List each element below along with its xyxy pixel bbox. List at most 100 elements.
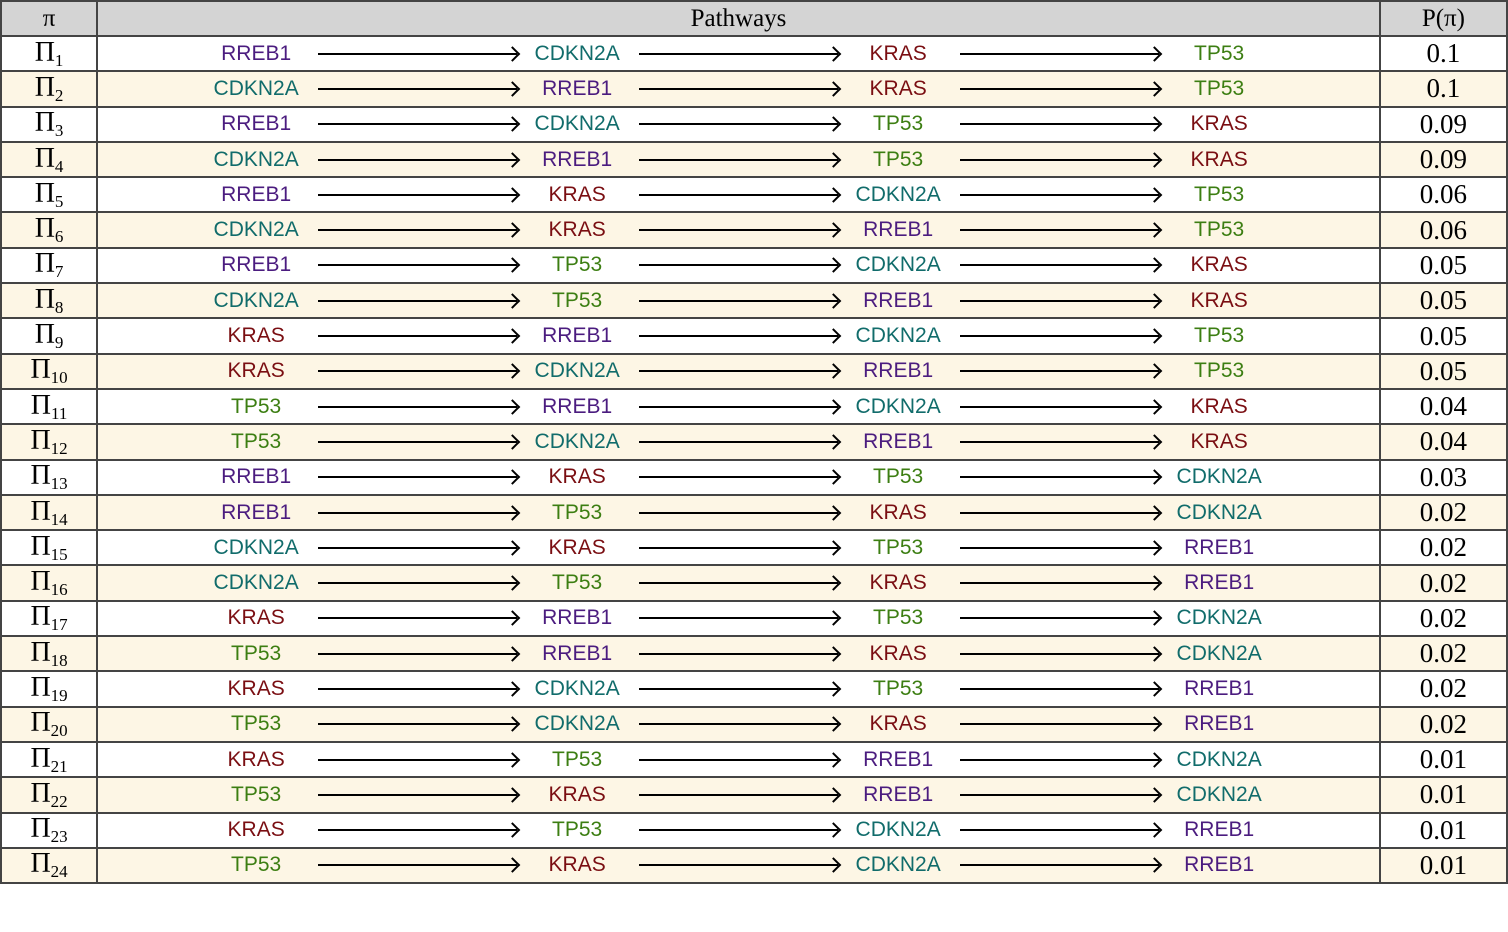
probability-cell: 0.1 [1378,70,1508,108]
pathway-symbol: Π [30,671,51,703]
arrow-right-icon [960,52,1160,55]
gene-4: RREB1 [1184,818,1255,842]
pathway-sequence: TP53 KRAS CDKN2A RREB1 [98,849,1379,882]
table-row: Π18 TP53 RREB1 KRAS CDKN2A 0.02 [0,635,1508,673]
gene-3: KRAS [869,641,927,665]
gene-1: RREB1 [221,182,292,206]
arrow-right-icon [639,87,839,90]
pathway-cell: TP53 KRAS RREB1 CDKN2A [96,776,1381,814]
pathway-id-cell: Π9 [0,317,99,355]
arrow-right-icon [639,687,839,690]
arrow-right-icon [960,264,1160,267]
table-row: Π8 CDKN2A TP53 RREB1 KRAS 0.05 [0,282,1508,320]
pathway-cell: TP53 RREB1 KRAS CDKN2A [96,635,1381,673]
gene-1: KRAS [227,606,285,630]
gene-2: RREB1 [542,76,613,100]
arrow-right-icon [639,158,839,161]
pathway-symbol: Π [34,213,55,245]
gene-3: TP53 [873,147,924,171]
pathway-sequence: TP53 KRAS RREB1 CDKN2A [98,778,1379,811]
table-row: Π24 TP53 KRAS CDKN2A RREB1 0.01 [0,846,1508,885]
pathway-id-cell: Π1 [0,34,99,73]
pathway-symbol: Π [30,813,51,845]
arrow-right-icon [960,652,1160,655]
pathway-symbol: Π [34,177,55,209]
pathway-id-cell: Π2 [0,70,99,108]
pathway-cell: CDKN2A RREB1 TP53 KRAS [96,140,1381,179]
probability-cell: 0.01 [1378,811,1508,849]
pathway-symbol: Π [30,601,51,633]
gene-3: TP53 [873,676,924,700]
table-row: Π6 CDKN2A KRAS RREB1 TP53 0.06 [0,211,1508,249]
pathway-cell: CDKN2A RREB1 KRAS TP53 [96,70,1381,108]
gene-4: RREB1 [1184,712,1255,736]
pathway-id-cell: Π5 [0,176,99,214]
pathway-index: 4 [54,156,64,176]
pathway-symbol: Π [30,566,51,598]
gene-4: RREB1 [1184,535,1255,559]
pathway-symbol: Π [34,36,55,68]
pathway-index: 9 [54,333,64,353]
pathway-sequence: RREB1 TP53 KRAS CDKN2A [98,496,1379,529]
arrow-right-icon [960,229,1160,232]
arrow-right-icon [960,123,1160,126]
table-row: Π3 RREB1 CDKN2A TP53 KRAS 0.09 [0,105,1508,143]
gene-1: RREB1 [221,465,292,489]
arrow-right-icon [318,793,518,796]
arrow-right-icon [318,158,518,161]
gene-4: CDKN2A [1176,782,1262,806]
gene-4: TP53 [1194,41,1245,65]
arrow-right-icon [960,793,1160,796]
pathway-symbol: Π [30,530,51,562]
gene-2: KRAS [548,182,606,206]
gene-2: CDKN2A [534,712,620,736]
pathway-cell: KRAS TP53 CDKN2A RREB1 [96,811,1381,849]
table-row: Π2 CDKN2A RREB1 KRAS TP53 0.1 [0,70,1508,108]
pathways-table: π Pathways P(π) Π1 RREB1 CDKN2A KRAS TP5… [0,0,1508,884]
table-body: Π1 RREB1 CDKN2A KRAS TP53 0.1 Π2 CDKN2A … [0,34,1508,885]
probability-cell: 0.01 [1378,740,1508,779]
arrow-right-icon [960,193,1160,196]
gene-1: RREB1 [221,253,292,277]
gene-4: TP53 [1194,76,1245,100]
gene-1: CDKN2A [213,76,299,100]
pathway-cell: RREB1 CDKN2A TP53 KRAS [96,105,1381,143]
pathway-id-cell: Π16 [0,564,99,602]
table-row: Π20 TP53 CDKN2A KRAS RREB1 0.02 [0,705,1508,743]
gene-2: RREB1 [542,394,613,418]
gene-4: CDKN2A [1176,500,1262,524]
arrow-right-icon [960,511,1160,514]
arrow-right-icon [318,335,518,338]
arrow-right-icon [639,582,839,585]
pathway-cell: RREB1 CDKN2A KRAS TP53 [96,34,1381,73]
pathway-cell: TP53 CDKN2A KRAS RREB1 [96,705,1381,743]
arrow-right-icon [960,299,1160,302]
gene-3: KRAS [869,500,927,524]
gene-1: TP53 [231,782,282,806]
pathway-cell: KRAS CDKN2A TP53 RREB1 [96,670,1381,708]
arrow-right-icon [318,864,518,867]
pathway-symbol: Π [30,742,51,774]
arrow-right-icon [318,511,518,514]
gene-3: CDKN2A [855,818,941,842]
gene-3: CDKN2A [855,324,941,348]
probability-cell: 0.02 [1378,670,1508,708]
table-row: Π17 KRAS RREB1 TP53 CDKN2A 0.02 [0,599,1508,638]
pathway-symbol: Π [30,777,51,809]
pathway-index: 23 [50,827,68,847]
gene-2: RREB1 [542,641,613,665]
pathway-index: 24 [50,862,68,882]
table-row: Π21 KRAS TP53 RREB1 CDKN2A 0.01 [0,740,1508,779]
arrow-right-icon [960,758,1160,761]
pathway-cell: RREB1 TP53 KRAS CDKN2A [96,493,1381,532]
gene-4: KRAS [1190,429,1248,453]
arrow-right-icon [960,829,1160,832]
pathway-cell: RREB1 TP53 CDKN2A KRAS [96,246,1381,285]
gene-3: TP53 [873,535,924,559]
probability-cell: 0.02 [1378,599,1508,638]
pathway-id-cell: Π23 [0,811,99,849]
table-row: Π16 CDKN2A TP53 KRAS RREB1 0.02 [0,564,1508,602]
pathway-index: 20 [50,721,68,741]
pathway-cell: CDKN2A KRAS RREB1 TP53 [96,211,1381,249]
pathway-symbol: Π [34,107,55,139]
